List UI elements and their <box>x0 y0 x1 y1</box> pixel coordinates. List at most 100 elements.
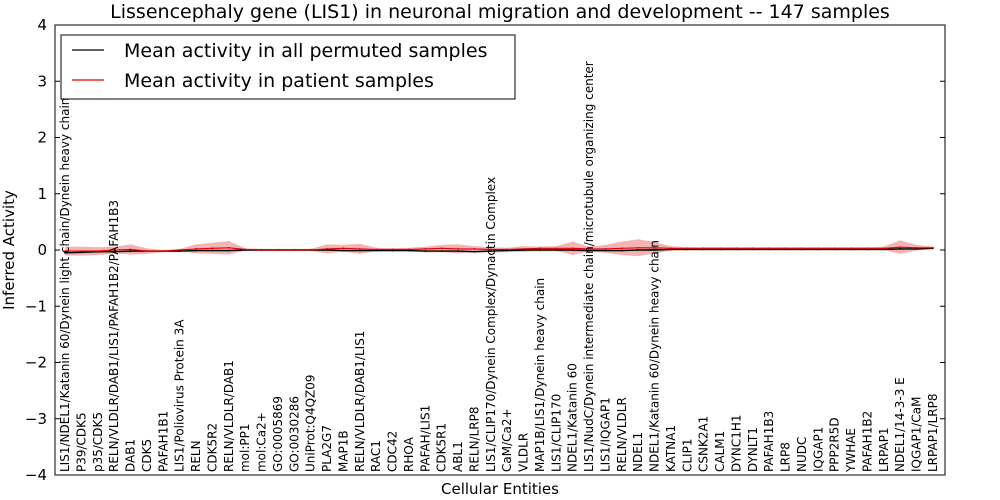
x-tick-label: IQGAP1 <box>811 427 825 472</box>
point-patient <box>64 250 66 253</box>
point-patient <box>882 247 885 250</box>
point-patient <box>244 248 247 251</box>
x-tick-label: PAFAH/LIS1 <box>418 405 432 472</box>
point-permuted <box>113 250 116 253</box>
x-tick-label: MAP1B/LIS1/Dynein heavy chain <box>533 278 547 472</box>
x-tick-label: PLA2G7 <box>320 425 334 472</box>
point-permuted <box>64 251 66 254</box>
x-tick-label: PAFAH1B2 <box>860 411 874 472</box>
x-tick-label: RELN/VLDLR <box>615 397 629 472</box>
point-patient <box>751 247 754 250</box>
point-patient <box>866 247 869 250</box>
point-permuted <box>457 250 459 253</box>
x-tick-label: CaM/Ca2+ <box>500 408 514 472</box>
legend-label-permuted: Mean activity in all permuted samples <box>124 40 487 62</box>
point-permuted <box>604 249 607 252</box>
point-permuted <box>653 249 656 251</box>
point-patient <box>195 247 197 250</box>
x-tick-label: DAB1 <box>124 439 138 472</box>
point-patient <box>391 248 394 251</box>
y-tick-label: 1 <box>37 185 47 203</box>
point-patient <box>653 246 656 249</box>
point-permuted <box>620 249 623 252</box>
point-permuted <box>571 249 574 251</box>
point-permuted <box>637 249 640 251</box>
x-tick-label: CDK5R1 <box>435 423 449 472</box>
x-tick-label: KATNA1 <box>664 425 678 472</box>
point-patient <box>358 247 361 250</box>
y-tick-label: 4 <box>37 16 47 34</box>
series-line-patient <box>65 246 933 252</box>
y-tick-label: −3 <box>25 410 47 428</box>
point-patient <box>637 246 640 249</box>
point-patient <box>489 248 492 251</box>
point-patient <box>277 249 279 251</box>
x-tick-label: LRPAP1 <box>877 427 891 472</box>
x-tick-label: RAC1 <box>369 440 383 472</box>
point-patient <box>80 250 83 253</box>
x-tick-label: NDEL1 <box>631 432 645 472</box>
y-tick-label: −4 <box>25 466 47 484</box>
plot-frame <box>54 24 946 476</box>
point-patient <box>342 247 345 250</box>
x-tick-label: GO:0005869 <box>271 396 285 472</box>
point-patient <box>309 249 312 251</box>
x-tick-label: CALM1 <box>713 431 727 472</box>
x-tick-label: mol:Ca2+ <box>255 412 269 472</box>
x-tick-label: GO:0030286 <box>287 396 301 472</box>
point-permuted <box>440 250 443 253</box>
point-patient <box>735 247 738 250</box>
x-tick-label: LIS1/Poliovirus Protein 3A <box>173 319 187 472</box>
point-patient <box>211 247 214 250</box>
point-permuted <box>424 250 427 253</box>
y-axis-label: Inferred Activity <box>0 190 18 310</box>
point-permuted <box>473 250 476 253</box>
point-patient <box>178 249 181 251</box>
point-patient <box>440 247 443 250</box>
point-patient <box>833 247 836 250</box>
point-permuted <box>899 247 902 250</box>
point-patient <box>473 247 476 250</box>
point-permuted <box>227 249 230 252</box>
point-patient <box>670 247 672 250</box>
point-patient <box>293 249 296 251</box>
point-patient <box>506 248 509 251</box>
x-tick-label: CSNK2A1 <box>697 416 711 472</box>
x-tick-label: RELN/VLDLR/DAB1/LIS1 <box>353 331 367 472</box>
point-patient <box>588 247 590 250</box>
x-tick-label: PPP2R5D <box>828 417 842 472</box>
point-patient <box>899 246 902 249</box>
point-permuted <box>129 250 132 253</box>
y-axis-ticks: −4 −3 −2 −1 0 1 2 3 4 <box>25 16 945 484</box>
x-tick-label: LIS1/CLIP170/Dynein Complex/Dynactin Com… <box>484 177 498 472</box>
point-permuted <box>211 249 214 252</box>
point-permuted <box>588 249 590 252</box>
x-tick-label: RELN/VLDLR/DAB1 <box>222 360 236 472</box>
x-tick-label: DYNC1H1 <box>729 414 743 472</box>
point-patient <box>227 246 230 249</box>
point-patient <box>113 249 116 251</box>
series-line-permuted <box>64 247 934 254</box>
point-patient <box>539 247 541 250</box>
band-patient <box>65 239 933 257</box>
point-patient <box>604 247 607 250</box>
x-tick-label: LIS1/CLIP170 <box>549 394 563 472</box>
point-patient <box>457 247 459 250</box>
x-tick-label: LIS1/NudC/Dynein intermediate chain/micr… <box>582 61 596 472</box>
point-patient <box>162 250 165 253</box>
point-patient <box>375 248 378 251</box>
point-patient <box>260 249 263 251</box>
x-tick-label: LRP8 <box>779 442 793 472</box>
x-axis-label: Cellular Entities <box>441 480 559 498</box>
x-tick-label: PAFAH1B1 <box>156 411 170 472</box>
x-tick-label: LRPAP1/LRP8 <box>926 393 940 472</box>
x-tick-label: P39/CDK5 <box>74 412 88 472</box>
point-permuted <box>342 249 345 252</box>
point-patient <box>915 246 918 249</box>
point-patient <box>719 247 721 250</box>
point-patient <box>145 250 148 253</box>
point-patient <box>522 247 525 250</box>
x-tick-label: CLIP1 <box>680 439 694 472</box>
x-tick-label: DYNLT1 <box>746 427 760 472</box>
